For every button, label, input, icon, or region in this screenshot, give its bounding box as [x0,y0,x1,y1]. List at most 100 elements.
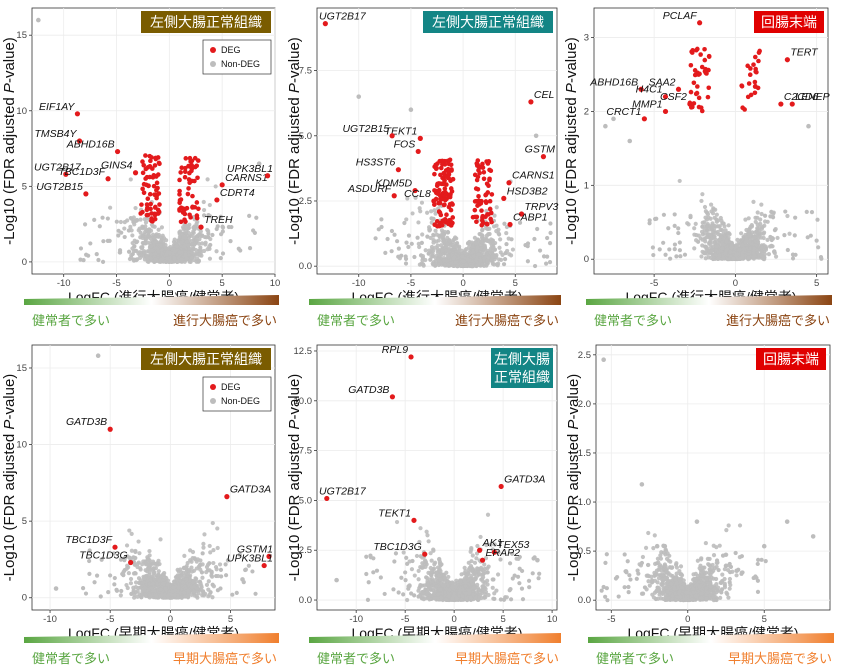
non-deg-point [709,202,714,207]
non-deg-point [199,570,205,575]
deg-point [83,191,89,197]
deg-point [179,165,185,171]
deg-point [742,107,747,112]
deg-point [152,216,158,222]
non-deg-point [473,240,478,245]
non-deg-point [152,235,157,240]
y-axis-label: -Log10 (FDR adjusted P-value) [1,37,18,245]
gene-label: UGT2B17 [319,11,367,23]
gene-label: ABHD16B [589,76,638,88]
region-badge-label: 左側大腸正常組織 [150,14,262,30]
deg-point [186,186,191,191]
non-deg-point [133,555,138,561]
deg-point [140,209,145,215]
non-deg-point [746,216,751,221]
non-deg-point [140,233,145,239]
non-deg-point [410,211,415,216]
deg-point [449,222,454,227]
non-deg-point [426,539,431,544]
y-tick-label: 5 [22,181,27,192]
non-deg-point [470,250,476,255]
non-deg-point [208,242,213,248]
non-deg-point [403,256,409,261]
non-deg-point [187,222,192,227]
gene-label: GATD3B [66,416,107,428]
non-deg-point [707,249,712,254]
y-axis-label-text: -Log10 (FDR adjusted [1,93,18,245]
non-deg-point [699,198,704,204]
deg-point [641,116,647,122]
healthy-side-caption: 健常者で多い [32,651,110,666]
y-axis-label: -Log10 (FDR adjusted P-value) [563,37,580,245]
deg-point [486,183,491,188]
non-deg-point [190,245,195,250]
deg-point [183,156,189,161]
deg-point [184,205,190,211]
non-deg-point [755,210,760,215]
non-deg-point [201,207,207,213]
non-deg-point [419,240,424,245]
deg-point [695,46,700,52]
non-deg-point [726,231,731,236]
non-deg-point [178,229,183,234]
deg-point [148,206,153,212]
deg-point [155,211,161,216]
non-deg-point [722,224,727,229]
non-deg-point [164,238,169,243]
non-deg-point [763,219,768,224]
non-deg-point [775,235,780,241]
non-deg-point [509,253,514,258]
non-deg-point [218,567,224,572]
y-axis-label: -Log10 (FDR adjusted P-value) [286,37,303,245]
non-deg-point [201,541,206,546]
non-deg-point [787,231,792,236]
non-deg-point [650,245,655,250]
deg-point [475,158,481,163]
non-deg-point [165,256,170,261]
non-deg-point [740,255,745,261]
non-deg-point [211,548,216,553]
x-tick-label: 5 [220,278,225,289]
deg-point [187,155,193,161]
non-deg-point [793,215,798,220]
y-axis-label-text: -Log10 (FDR adjusted [563,93,580,245]
non-deg-point [203,240,208,245]
deg-point [132,170,139,176]
healthy-side-caption: 健常者で多い [317,313,395,328]
non-deg-point [175,577,180,582]
deg-point [144,202,150,207]
deg-point [145,196,151,202]
deg-point [694,90,700,96]
non-deg-point [200,575,205,580]
non-deg-point [137,551,142,556]
deg-point [507,221,513,228]
non-deg-point [392,232,397,237]
deg-point [692,68,698,73]
non-deg-point [122,234,127,240]
deg-point [489,219,494,225]
non-deg-point [445,235,450,240]
non-deg-point [759,202,764,207]
non-deg-point [790,256,796,261]
deg-point [189,178,195,184]
non-deg-point [191,589,197,594]
non-deg-point [143,224,148,229]
non-deg-point [207,561,212,566]
non-deg-point [194,594,199,599]
non-deg-point [114,219,119,224]
deg-point [695,84,700,89]
non-deg-point [210,232,215,238]
non-deg-point [191,235,196,240]
non-deg-point [785,213,790,219]
deg-point [688,62,694,68]
gene-label: CARNS1 [512,170,555,182]
non-deg-point [755,222,760,227]
deg-point [152,205,158,210]
non-deg-point [117,248,123,253]
non-deg-point [490,238,495,243]
non-deg-point [181,226,186,232]
non-deg-point [482,248,487,253]
non-deg-point [211,560,216,566]
non-deg-point [142,217,147,222]
deg-point [439,222,445,228]
